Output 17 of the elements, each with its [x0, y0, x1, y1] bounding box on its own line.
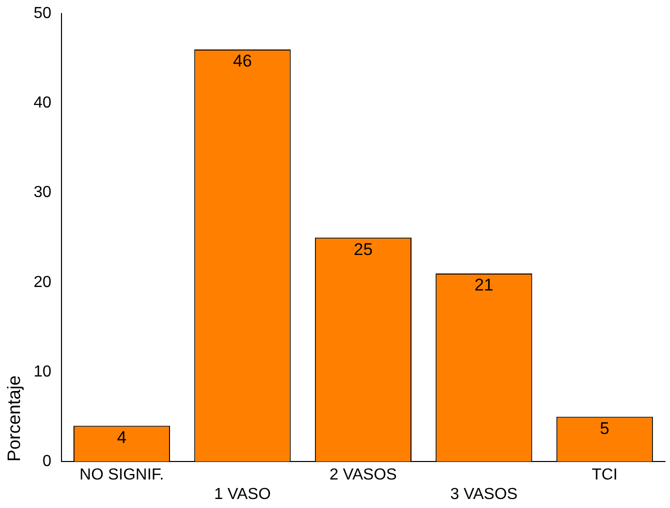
x-tick-label: 1 VASO — [214, 486, 271, 503]
y-tick-label: 0 — [42, 453, 52, 470]
y-tick-label: 10 — [34, 363, 52, 380]
y-tick-label: 50 — [34, 5, 52, 22]
y-axis-title: Porcentaje — [4, 376, 24, 462]
y-tick-label: 20 — [34, 274, 52, 291]
data-label: 46 — [233, 52, 252, 71]
data-label: 21 — [474, 276, 494, 295]
x-tick-label: 3 VASOS — [450, 486, 518, 503]
x-tick-label: NO SIGNIF. — [80, 466, 164, 484]
y-tick-label: 30 — [34, 184, 52, 202]
x-tick-label: TCI — [592, 466, 618, 484]
y-tick-label: 40 — [34, 94, 52, 112]
data-label: 5 — [600, 418, 610, 438]
x-tick-label: 2 VASOS — [330, 466, 397, 484]
data-label: 4 — [117, 428, 126, 447]
data-label: 25 — [354, 240, 373, 259]
